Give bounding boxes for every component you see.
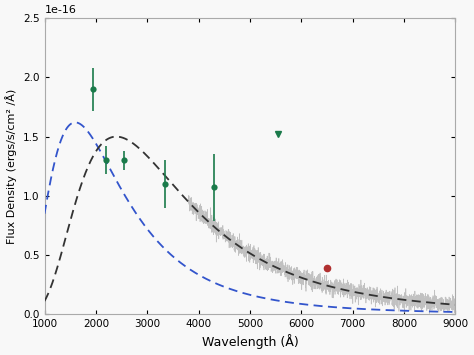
Text: 1e-16: 1e-16 (45, 5, 76, 15)
X-axis label: Wavelength (Å): Wavelength (Å) (201, 334, 298, 349)
Y-axis label: Flux Density (ergs/s/cm² /Å): Flux Density (ergs/s/cm² /Å) (6, 88, 18, 244)
